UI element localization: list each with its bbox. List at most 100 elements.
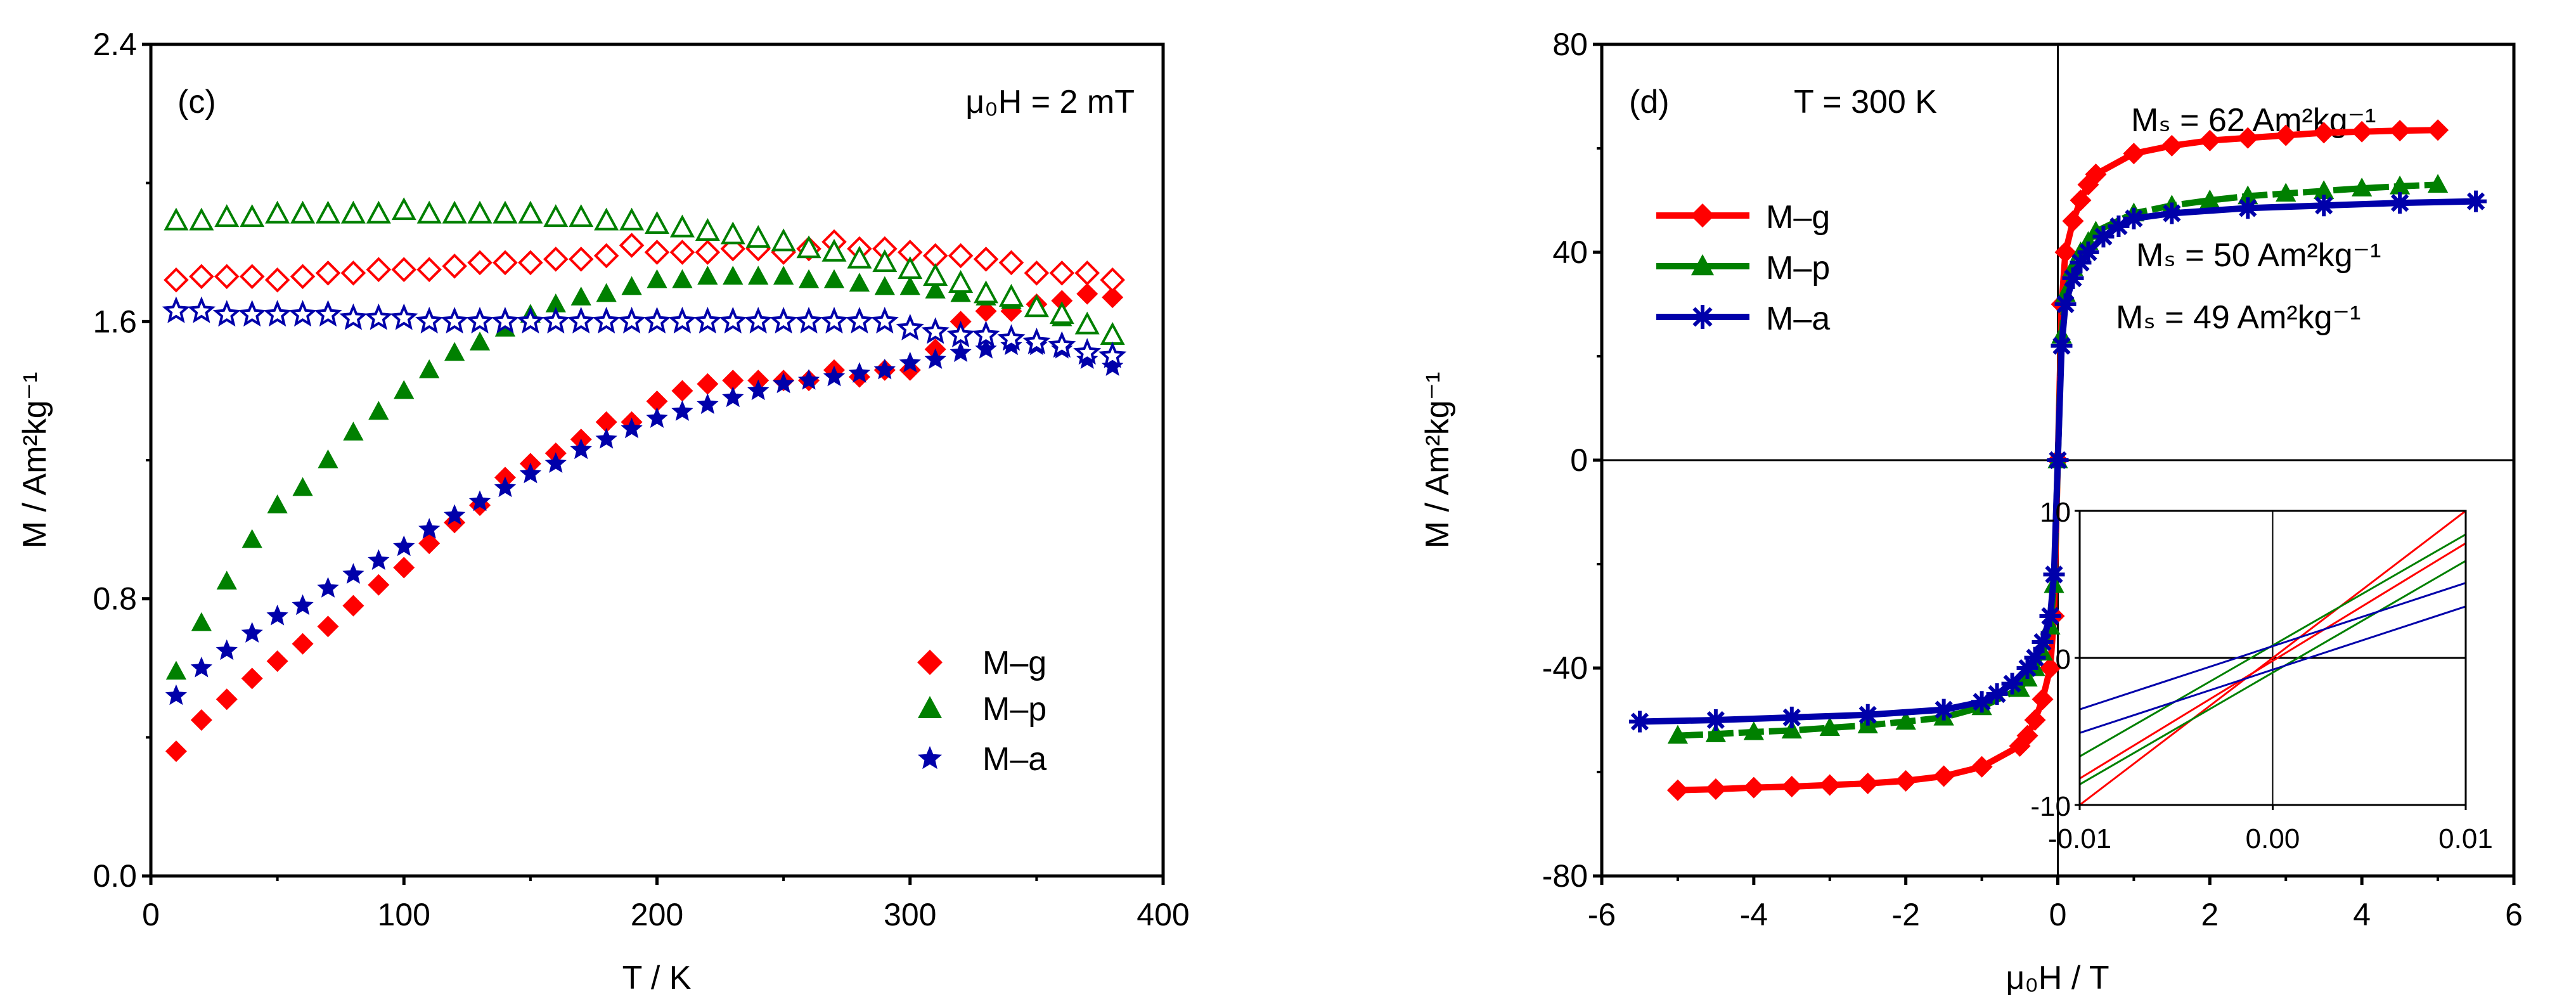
data-point <box>770 307 798 334</box>
data-point <box>748 266 769 285</box>
data-point <box>2001 673 2023 695</box>
data-point <box>2009 678 2030 697</box>
data-point <box>444 342 465 361</box>
data-point <box>923 263 948 286</box>
data-point <box>1049 260 1075 286</box>
data-point <box>898 256 923 280</box>
data-point <box>544 452 567 473</box>
legend-label-p: M–p <box>1766 250 1830 286</box>
data-point <box>1781 775 1803 797</box>
panel-d-label: (d) <box>1629 84 1670 120</box>
legend-marker-p <box>1690 254 1715 276</box>
data-point <box>723 266 744 285</box>
d-y-tick-label: 40 <box>1552 235 1588 270</box>
legend-label-g: M–g <box>1766 199 1830 236</box>
series-M-a <box>165 334 1124 705</box>
data-point <box>1933 698 1955 721</box>
data-point <box>773 372 795 394</box>
data-point <box>1074 311 1100 335</box>
inset-y-tick-label: -10 <box>2030 791 2071 822</box>
data-point <box>797 369 820 390</box>
data-point <box>899 359 921 381</box>
data-point <box>545 293 566 312</box>
data-point <box>2123 143 2145 165</box>
panel-c-field-annotation: μ₀H = 2 mT <box>965 84 1135 120</box>
data-point <box>796 235 821 259</box>
data-point <box>516 307 544 334</box>
data-point <box>165 740 187 763</box>
data-point <box>1819 774 1841 796</box>
data-point <box>823 365 846 387</box>
data-point <box>974 280 999 304</box>
legend-marker-p <box>918 696 942 718</box>
data-point <box>1971 756 1993 778</box>
data-point <box>518 200 543 224</box>
data-point <box>948 270 974 293</box>
data-point <box>2039 605 2061 627</box>
data-point <box>2389 120 2411 142</box>
data-point <box>2238 185 2258 205</box>
inset-x-tick-label: 0.00 <box>2246 823 2300 854</box>
data-point <box>646 390 668 413</box>
d-x-tick-label: 2 <box>2201 897 2219 932</box>
data-point <box>1986 683 2008 705</box>
data-point <box>2275 124 2297 146</box>
data-point <box>240 204 265 228</box>
ms-label-a: Mₛ = 49 Am²kg⁻¹ <box>2116 299 2360 336</box>
data-point <box>1666 779 1689 801</box>
data-point <box>416 200 442 224</box>
data-point <box>847 245 872 269</box>
data-point <box>2032 631 2054 653</box>
inset-y-tick-label: 0 <box>2056 644 2071 675</box>
data-point <box>317 577 339 598</box>
data-point <box>394 380 415 399</box>
data-point <box>241 622 263 643</box>
data-point <box>2161 202 2183 224</box>
data-point <box>467 250 493 276</box>
data-point <box>2085 164 2107 185</box>
data-point <box>265 200 290 224</box>
panel-d-ylabel: M / Am²kg⁻¹ <box>1419 372 1456 549</box>
data-point <box>720 221 745 245</box>
data-point <box>1051 290 1073 312</box>
data-point <box>2077 241 2099 263</box>
data-point <box>2047 449 2069 471</box>
data-point <box>594 207 619 231</box>
inset-x-tick-label: -0.01 <box>2048 823 2111 854</box>
inset-chart: -0.01 0.00 0.01 -10 0 10 <box>2030 497 2492 854</box>
c-x-tick-label: 0 <box>142 897 160 932</box>
data-point <box>647 269 667 288</box>
data-point <box>368 401 389 420</box>
legend-marker-g <box>917 650 943 675</box>
data-point <box>747 379 770 401</box>
data-point <box>1076 283 1098 305</box>
data-point <box>214 264 240 290</box>
data-point <box>242 529 262 548</box>
data-point <box>216 688 238 711</box>
d-x-tick-label: -4 <box>1740 897 1768 932</box>
panel-c-chart: (c) μ₀H = 2 mT T / K M / Am²kg⁻¹ 0 100 200… <box>16 27 1190 996</box>
data-point <box>592 307 621 334</box>
panel-d-chart: (d) T = 300 K μ₀H / T M / Am²kg⁻¹ Mₛ = 6… <box>1419 27 2523 996</box>
data-point <box>1628 711 1651 733</box>
data-point <box>1743 721 1764 740</box>
data-point <box>2024 647 2046 669</box>
series-M-p <box>165 266 1123 680</box>
data-point <box>1742 776 1765 799</box>
data-point <box>849 273 870 292</box>
d-y-tick-label: 80 <box>1552 27 1588 62</box>
data-point <box>2314 180 2334 199</box>
data-point <box>2123 207 2145 229</box>
data-point <box>266 650 288 673</box>
data-point <box>2237 127 2259 149</box>
data-point <box>442 200 467 224</box>
legend-marker-a <box>918 746 942 769</box>
data-point <box>2108 216 2130 237</box>
data-point <box>570 286 591 306</box>
data-point <box>697 393 719 415</box>
data-point <box>2032 688 2054 711</box>
data-point <box>595 428 617 449</box>
data-point <box>925 280 946 299</box>
data-point <box>444 504 466 525</box>
data-point <box>317 615 339 638</box>
